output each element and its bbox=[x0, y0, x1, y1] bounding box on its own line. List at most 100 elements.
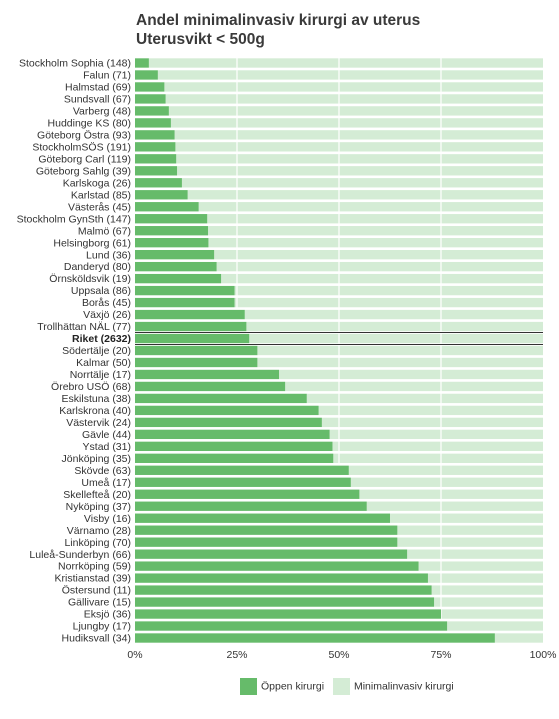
bar-open bbox=[135, 202, 199, 212]
chart-title: Andel minimalinvasiv kirurgi av uterus bbox=[136, 12, 421, 29]
bar-open bbox=[135, 369, 280, 380]
bar-open bbox=[135, 345, 258, 356]
category-label: Jönköping (35) bbox=[62, 453, 131, 465]
bar-open bbox=[135, 333, 250, 344]
category-label: Kristianstad (39) bbox=[55, 573, 131, 585]
bar-open bbox=[135, 549, 408, 559]
bar-open bbox=[135, 249, 215, 260]
category-label: Trollhättan NÄL (77) bbox=[37, 321, 131, 333]
bar-minimal bbox=[318, 405, 543, 416]
bar-minimal bbox=[285, 381, 543, 392]
bar-open bbox=[135, 573, 428, 583]
category-label: Uppsala (86) bbox=[71, 285, 131, 297]
bar-minimal bbox=[234, 285, 543, 296]
bar-minimal bbox=[221, 273, 543, 284]
bar-minimal bbox=[164, 82, 543, 92]
bar-open bbox=[135, 597, 435, 607]
bar-minimal bbox=[431, 585, 543, 595]
bar-minimal bbox=[181, 178, 544, 188]
category-label: Malmö (67) bbox=[78, 225, 131, 237]
bar-minimal bbox=[157, 70, 543, 80]
legend-item-open: Öppen kirurgi bbox=[240, 678, 324, 695]
bar-minimal bbox=[407, 549, 543, 559]
x-tick-label: 0% bbox=[127, 649, 142, 661]
bar-open bbox=[135, 214, 208, 224]
category-label: Kalmar (50) bbox=[76, 357, 131, 369]
bar-open bbox=[135, 441, 333, 452]
category-label: Karlstad (85) bbox=[71, 189, 131, 201]
bar-open bbox=[135, 166, 178, 176]
category-label: Göteborg Sahlg (39) bbox=[36, 165, 131, 177]
bar-minimal bbox=[148, 58, 543, 68]
bar-minimal bbox=[249, 333, 544, 344]
legend-label-open: Öppen kirurgi bbox=[261, 680, 325, 693]
category-label: Stockholm Sophia (148) bbox=[19, 58, 131, 70]
x-tick-label: 100% bbox=[530, 649, 557, 661]
category-label: Norrköping (59) bbox=[58, 561, 131, 573]
category-label: Gävle (44) bbox=[82, 429, 131, 441]
category-label: Linköping (70) bbox=[64, 537, 131, 549]
bar-open bbox=[135, 417, 322, 428]
category-label: Ystad (31) bbox=[83, 441, 131, 453]
bar-minimal bbox=[214, 249, 544, 260]
bar-minimal bbox=[246, 321, 543, 332]
bar-open bbox=[135, 477, 351, 487]
category-label: Örnsköldsvik (19) bbox=[49, 273, 131, 285]
legend-swatch-open bbox=[240, 678, 257, 695]
bar-open bbox=[135, 238, 209, 248]
bar-minimal bbox=[208, 226, 544, 236]
bar-open bbox=[135, 381, 286, 392]
bar-minimal bbox=[333, 453, 543, 463]
bar-minimal bbox=[329, 429, 543, 440]
bar-open bbox=[135, 285, 235, 296]
bar-open bbox=[135, 429, 330, 440]
bar-open bbox=[135, 94, 166, 104]
bar-minimal bbox=[165, 94, 543, 104]
bar-open bbox=[135, 525, 398, 535]
bar-open bbox=[135, 142, 176, 152]
category-label: Falun (71) bbox=[83, 70, 131, 82]
category-label: Östersund (11) bbox=[62, 585, 131, 597]
category-label: Skellefteå (20) bbox=[63, 489, 131, 501]
chart-subtitle: Uterusvikt < 500g bbox=[136, 31, 265, 48]
category-label: Skövde (63) bbox=[74, 465, 131, 477]
category-label: Ljungby (17) bbox=[73, 621, 131, 633]
bar-minimal bbox=[390, 513, 543, 523]
category-label: Danderyd (80) bbox=[64, 261, 131, 273]
bar-open bbox=[135, 633, 495, 643]
bar-open bbox=[135, 58, 149, 68]
category-label: Huddinge KS (80) bbox=[48, 117, 131, 129]
bar-open bbox=[135, 118, 171, 128]
category-label: Växjö (26) bbox=[83, 309, 131, 321]
bar-minimal bbox=[359, 489, 543, 499]
bar-minimal bbox=[257, 357, 543, 368]
category-label: Helsingborg (61) bbox=[53, 237, 131, 249]
category-label: Karlskrona (40) bbox=[59, 405, 131, 417]
bar-minimal bbox=[348, 465, 543, 475]
bar-open bbox=[135, 261, 217, 272]
category-label: Riket (2632) bbox=[72, 333, 131, 345]
bar-open bbox=[135, 513, 390, 523]
bar-open bbox=[135, 453, 334, 463]
bar-minimal bbox=[434, 597, 543, 607]
category-label: Örebro USÖ (68) bbox=[51, 381, 131, 393]
bar-open bbox=[135, 130, 175, 140]
bar-minimal bbox=[175, 142, 543, 152]
category-label: Visby (16) bbox=[84, 513, 131, 525]
bar-minimal bbox=[234, 297, 543, 308]
bar-open bbox=[135, 273, 222, 284]
category-label: Lund (36) bbox=[86, 249, 131, 261]
bar-open bbox=[135, 537, 398, 547]
category-label: Nyköping (37) bbox=[66, 501, 131, 513]
bar-minimal bbox=[244, 309, 543, 320]
bar-minimal bbox=[332, 441, 543, 452]
legend-item-minimal: Minimalinvasiv kirurgi bbox=[332, 678, 454, 695]
x-tick-label: 50% bbox=[328, 649, 349, 661]
category-label: Luleå-Sunderbyn (66) bbox=[29, 549, 131, 561]
bar-minimal bbox=[418, 561, 543, 571]
legend: Öppen kirurgi Minimalinvasiv kirurgi bbox=[240, 678, 460, 695]
bar-minimal bbox=[441, 609, 543, 619]
category-label: Södertälje (20) bbox=[62, 345, 131, 357]
category-label: Varberg (48) bbox=[73, 106, 131, 118]
